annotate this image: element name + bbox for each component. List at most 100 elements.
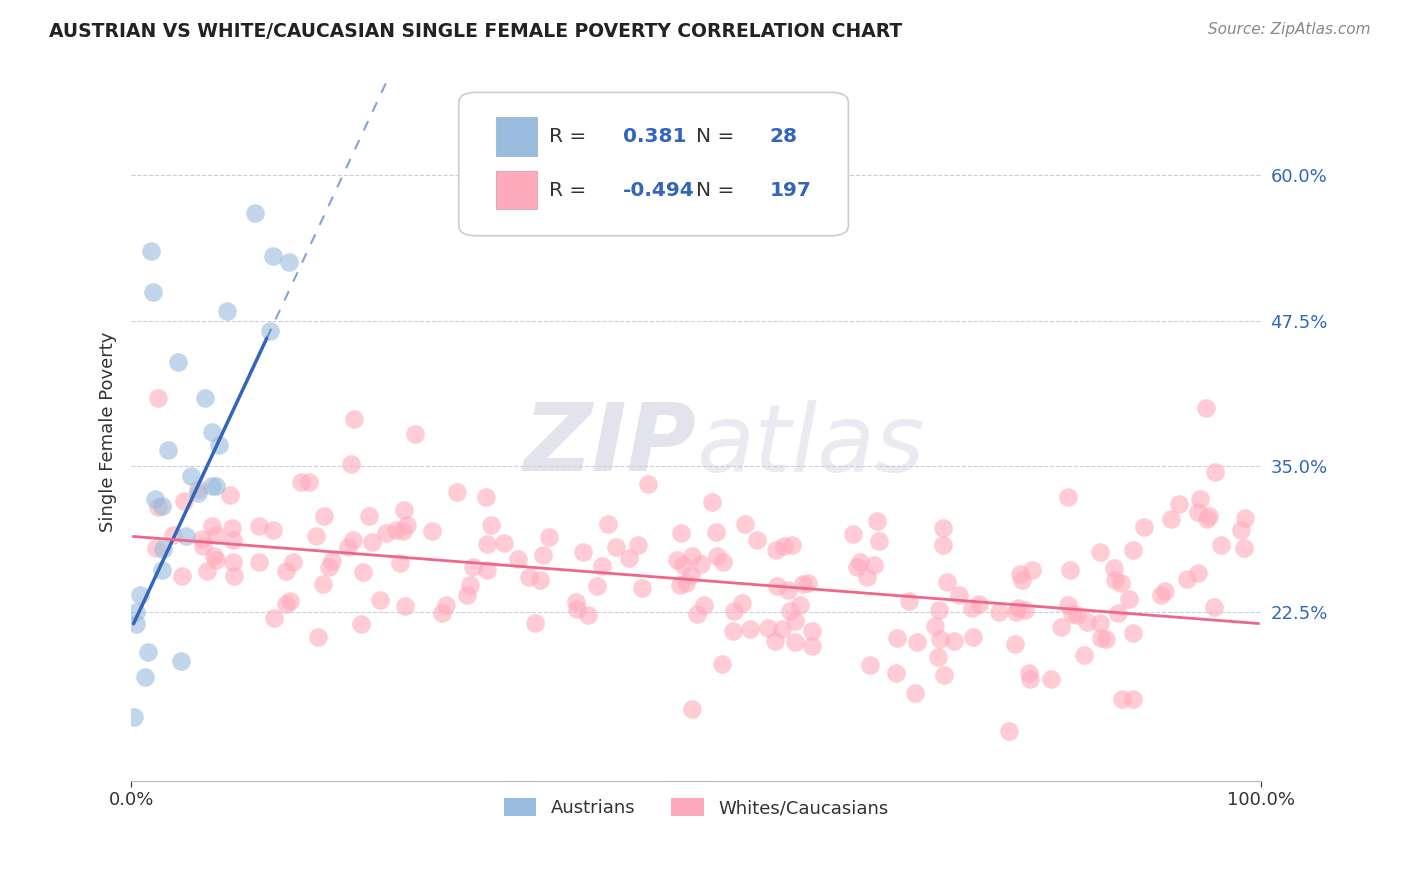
Whites/Caucasians xyxy=(924,618,946,632)
Whites/Caucasians xyxy=(524,615,547,630)
Whites/Caucasians xyxy=(1233,510,1256,524)
Austrians xyxy=(194,392,217,406)
Whites/Caucasians xyxy=(186,482,208,496)
Whites/Caucasians xyxy=(605,541,627,555)
Whites/Caucasians xyxy=(430,607,453,621)
Whites/Caucasians xyxy=(904,685,927,699)
Austrians xyxy=(262,249,284,263)
Whites/Caucasians xyxy=(627,538,650,552)
Austrians xyxy=(125,616,148,631)
Whites/Caucasians xyxy=(1004,637,1026,651)
Whites/Caucasians xyxy=(1060,607,1083,622)
Text: N =: N = xyxy=(696,127,741,146)
Whites/Caucasians xyxy=(221,521,243,535)
Text: R =: R = xyxy=(550,127,593,146)
Whites/Caucasians xyxy=(869,534,891,549)
FancyBboxPatch shape xyxy=(458,93,848,235)
Whites/Caucasians xyxy=(278,594,301,608)
Whites/Caucasians xyxy=(1050,620,1073,634)
Whites/Caucasians xyxy=(721,624,744,638)
Whites/Caucasians xyxy=(1230,524,1253,538)
Whites/Caucasians xyxy=(1018,672,1040,686)
Whites/Caucasians xyxy=(1197,512,1219,526)
Whites/Caucasians xyxy=(1018,665,1040,680)
Austrians xyxy=(201,425,224,439)
Text: -0.494: -0.494 xyxy=(623,181,695,200)
Austrians xyxy=(139,244,162,258)
Whites/Caucasians xyxy=(572,545,595,559)
Whites/Caucasians xyxy=(146,391,169,405)
Whites/Caucasians xyxy=(734,517,756,532)
Whites/Caucasians xyxy=(666,552,689,566)
Whites/Caucasians xyxy=(780,537,803,551)
Whites/Caucasians xyxy=(842,526,865,541)
Austrians xyxy=(174,529,197,543)
Whites/Caucasians xyxy=(146,500,169,514)
Whites/Caucasians xyxy=(586,579,609,593)
Whites/Caucasians xyxy=(1010,566,1032,581)
Whites/Caucasians xyxy=(191,533,214,547)
Whites/Caucasians xyxy=(1168,497,1191,511)
Whites/Caucasians xyxy=(1118,592,1140,607)
Whites/Caucasians xyxy=(929,632,952,646)
Whites/Caucasians xyxy=(988,605,1011,619)
Whites/Caucasians xyxy=(197,564,219,578)
Whites/Caucasians xyxy=(337,541,360,555)
Austrians xyxy=(125,605,148,619)
Whites/Caucasians xyxy=(1011,573,1033,587)
Whites/Caucasians xyxy=(458,578,481,592)
Whites/Caucasians xyxy=(506,552,529,566)
Whites/Caucasians xyxy=(342,533,364,547)
Austrians xyxy=(204,479,226,493)
Whites/Caucasians xyxy=(1195,401,1218,415)
Whites/Caucasians xyxy=(474,490,496,504)
Whites/Caucasians xyxy=(1056,490,1078,504)
FancyBboxPatch shape xyxy=(496,171,537,210)
Whites/Caucasians xyxy=(738,623,761,637)
Austrians xyxy=(277,255,299,269)
Text: 0.381: 0.381 xyxy=(623,127,686,146)
Whites/Caucasians xyxy=(1132,519,1154,533)
Whites/Caucasians xyxy=(359,508,381,523)
Austrians xyxy=(150,563,173,577)
Whites/Caucasians xyxy=(352,565,374,579)
Whites/Caucasians xyxy=(800,624,823,639)
Whites/Caucasians xyxy=(479,517,502,532)
Whites/Caucasians xyxy=(274,597,297,611)
Whites/Caucasians xyxy=(222,533,245,547)
Whites/Caucasians xyxy=(1109,576,1132,591)
Whites/Caucasians xyxy=(1056,598,1078,612)
Whites/Caucasians xyxy=(262,523,284,537)
Austrians xyxy=(122,710,145,724)
Whites/Caucasians xyxy=(927,650,949,665)
Whites/Caucasians xyxy=(340,457,363,471)
Austrians xyxy=(143,491,166,506)
Austrians xyxy=(142,285,165,299)
Whites/Caucasians xyxy=(477,563,499,577)
Whites/Caucasians xyxy=(494,536,516,550)
Whites/Caucasians xyxy=(773,539,796,553)
Whites/Caucasians xyxy=(905,634,928,648)
Whites/Caucasians xyxy=(477,537,499,551)
Whites/Caucasians xyxy=(617,551,640,566)
Austrians xyxy=(136,645,159,659)
Whites/Caucasians xyxy=(298,475,321,489)
Whites/Caucasians xyxy=(866,514,889,528)
Whites/Caucasians xyxy=(533,549,555,563)
Whites/Caucasians xyxy=(681,568,703,582)
Whites/Caucasians xyxy=(928,603,950,617)
Whites/Caucasians xyxy=(693,598,716,612)
Whites/Caucasians xyxy=(350,616,373,631)
Austrians xyxy=(180,469,202,483)
Whites/Caucasians xyxy=(343,412,366,426)
Whites/Caucasians xyxy=(385,523,408,537)
Whites/Caucasians xyxy=(361,534,384,549)
Whites/Caucasians xyxy=(747,533,769,547)
Whites/Caucasians xyxy=(1209,538,1232,552)
Whites/Caucasians xyxy=(205,528,228,542)
Whites/Caucasians xyxy=(765,542,787,557)
Whites/Caucasians xyxy=(565,595,588,609)
Whites/Caucasians xyxy=(669,526,692,541)
Whites/Caucasians xyxy=(576,607,599,622)
Austrians xyxy=(129,588,152,602)
